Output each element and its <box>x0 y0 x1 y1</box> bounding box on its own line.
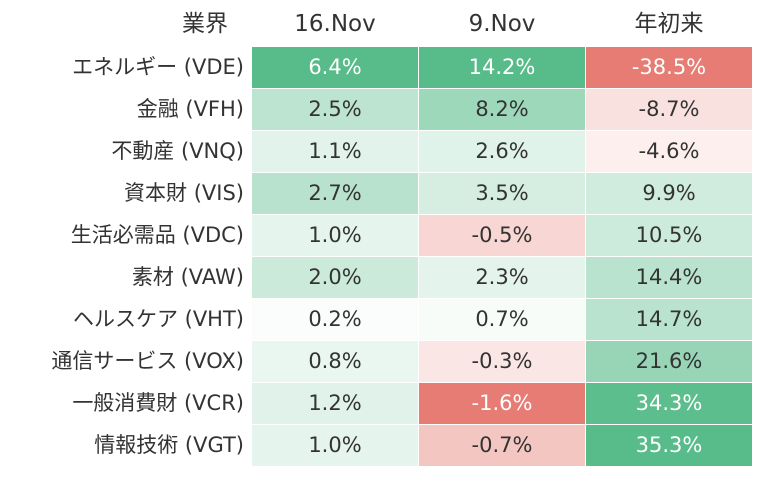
heatmap-cell-16nov: 1.0% <box>252 215 418 256</box>
heatmap-cell-9nov: 2.3% <box>419 257 585 298</box>
heatmap-cell-16nov: 1.2% <box>252 383 418 424</box>
heatmap-cell-16nov: 0.8% <box>252 341 418 382</box>
heatmap-cell-ytd: 10.5% <box>586 215 752 256</box>
row-label: 金融 (VFH) <box>136 97 244 121</box>
heatmap-cell-ytd: -8.7% <box>586 89 752 130</box>
heatmap-cell-ytd: 14.7% <box>586 299 752 340</box>
heatmap-cell-9nov: -1.6% <box>419 383 585 424</box>
heatmap-cell-16nov: 0.2% <box>252 299 418 340</box>
heatmap-cell-ytd: 9.9% <box>586 173 752 214</box>
heatmap-cell-9nov: -0.5% <box>419 215 585 256</box>
heatmap-cell-16nov: 1.0% <box>252 425 418 466</box>
heatmap-cell-ytd: 14.4% <box>586 257 752 298</box>
row-label: 生活必需品 (VDC) <box>70 223 244 247</box>
heatmap-cell-9nov: 8.2% <box>419 89 585 130</box>
heatmap-cell-16nov: 6.4% <box>252 47 418 88</box>
heatmap-cell-ytd: -38.5% <box>586 47 752 88</box>
heatmap-cell-ytd: 35.3% <box>586 425 752 466</box>
row-label: 情報技術 (VGT) <box>94 433 244 457</box>
row-label: エネルギー (VDE) <box>72 55 244 79</box>
row-label: 一般消費財 (VCR) <box>72 391 244 415</box>
heatmap-cell-16nov: 1.1% <box>252 131 418 172</box>
heatmap-cell-9nov: -0.7% <box>419 425 585 466</box>
heatmap-cell-ytd: 34.3% <box>586 383 752 424</box>
heatmap-cell-9nov: 2.6% <box>419 131 585 172</box>
row-label: 資本財 (VIS) <box>124 181 244 205</box>
row-label: 通信サービス (VOX) <box>51 349 244 373</box>
heatmap-cell-16nov: 2.0% <box>252 257 418 298</box>
heatmap-cell-9nov: 0.7% <box>419 299 585 340</box>
column-header-ytd: 年初来 <box>634 11 704 37</box>
heatmap-cell-9nov: 14.2% <box>419 47 585 88</box>
corner-header: 業界 <box>182 11 228 37</box>
row-label: 不動産 (VNQ) <box>111 139 244 163</box>
row-label: 素材 (VAW) <box>131 265 244 289</box>
heatmap-cell-9nov: -0.3% <box>419 341 585 382</box>
column-header-16nov: 16.Nov <box>294 11 376 37</box>
heatmap-cell-16nov: 2.7% <box>252 173 418 214</box>
row-label: ヘルスケア (VHT) <box>72 307 244 331</box>
heatmap-cell-9nov: 3.5% <box>419 173 585 214</box>
heatmap-cell-ytd: 21.6% <box>586 341 752 382</box>
heatmap-cell-ytd: -4.6% <box>586 131 752 172</box>
column-header-9nov: 9.Nov <box>468 11 536 37</box>
heatmap-cell-16nov: 2.5% <box>252 89 418 130</box>
